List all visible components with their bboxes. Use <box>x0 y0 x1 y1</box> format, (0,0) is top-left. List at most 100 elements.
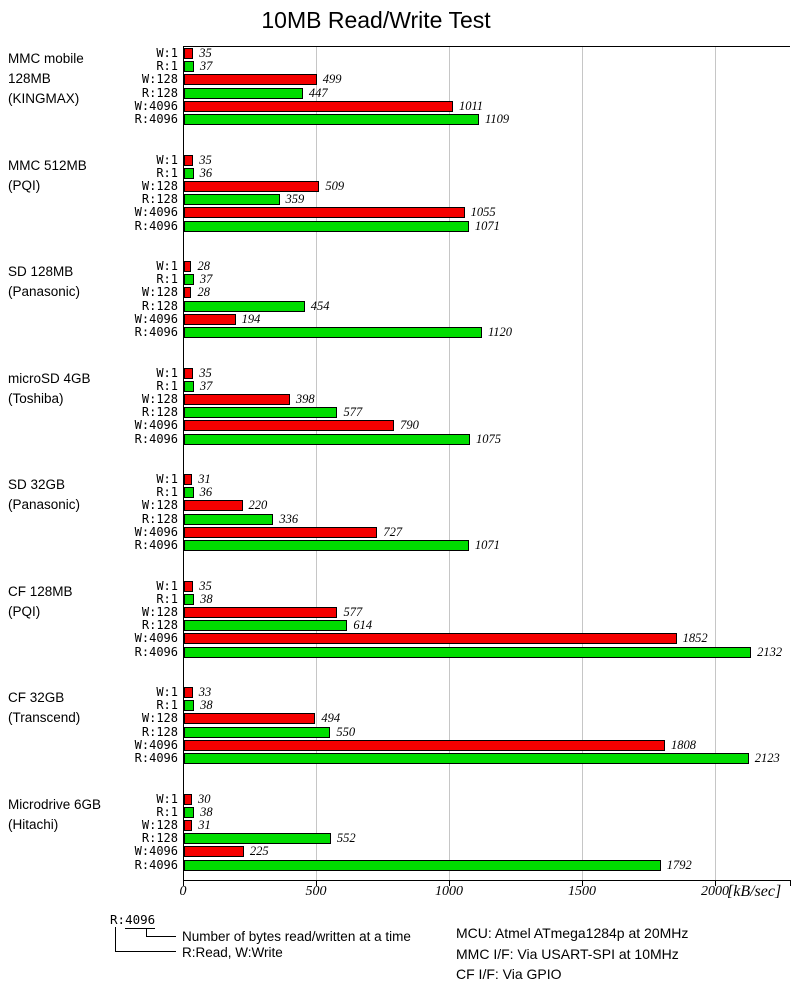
write-bar-W4096-g4 <box>184 526 378 538</box>
value-label-g4-r1: 36 <box>199 485 213 500</box>
x-tick-500 <box>316 881 317 886</box>
x-tick-1500 <box>582 881 584 886</box>
value-label-g1-r3: 359 <box>285 192 305 207</box>
write-bar-W4096-g1 <box>184 207 465 219</box>
value-label-g0-r4: 1011 <box>458 98 484 113</box>
group-name-3: microSD 4GB (Toshiba) <box>8 370 91 406</box>
write-bar-W128-g3 <box>184 393 290 405</box>
value-label-g2-r3: 454 <box>310 298 330 313</box>
read-bar-R128-g0 <box>184 87 303 99</box>
bar-label-W4096-g7: W:4096 <box>134 844 178 859</box>
read-bar-R1-g4 <box>184 487 194 499</box>
x-axis-line <box>183 880 791 881</box>
read-bar-R128-g4 <box>184 513 274 525</box>
legend-sample-size: 4096 <box>125 912 156 929</box>
value-label-g1-r0: 35 <box>199 152 212 167</box>
value-label-g7-r2: 31 <box>198 817 211 832</box>
write-bar-W1-g5 <box>184 580 194 592</box>
x-tick-label-0: 0 <box>179 884 187 899</box>
read-bar-R4096-g7 <box>184 859 661 871</box>
value-label-g3-r4: 790 <box>400 418 419 433</box>
bar-label-W128-g1: W:128 <box>141 178 178 193</box>
value-label-g6-r3: 550 <box>336 724 356 739</box>
bar-label-W1-g1: W:1 <box>156 152 178 167</box>
bar-label-W1-g3: W:1 <box>156 365 178 380</box>
read-bar-R4096-g0 <box>184 114 480 125</box>
bar-label-R128-g2: R:128 <box>141 298 178 313</box>
bar-label-W128-g2: W:128 <box>141 285 178 300</box>
bar-label-W4096-g2: W:4096 <box>134 311 178 326</box>
value-label-g1-r1: 36 <box>199 165 213 180</box>
x-tick-label-1000: 1000 <box>435 884 464 899</box>
bar-label-W128-g6: W:128 <box>141 711 178 726</box>
read-bar-R4096-g2 <box>184 327 482 338</box>
write-bar-W128-g6 <box>184 713 316 725</box>
read-bar-R1-g7 <box>184 806 195 818</box>
bar-label-W1-g0: W:1 <box>156 46 178 60</box>
value-label-g7-r1: 38 <box>200 804 213 819</box>
plot-top-border <box>183 46 790 47</box>
x-tick-end <box>790 881 791 886</box>
write-bar-W4096-g3 <box>184 420 395 432</box>
value-label-g6-r0: 33 <box>198 685 212 699</box>
group-name-2: SD 128MB (Panasonic) <box>8 264 81 299</box>
legend-sample-prefix: R: <box>110 912 126 927</box>
bar-label-W1-g7: W:1 <box>156 791 178 806</box>
bar-label-R1-g6: R:1 <box>156 698 178 713</box>
gridline-2000 <box>715 47 717 880</box>
write-bar-W1-g0 <box>184 48 194 59</box>
gridline-1000 <box>449 47 451 880</box>
bar-label-R4096-g5: R:4096 <box>134 644 178 659</box>
read-bar-R1-g1 <box>184 167 194 179</box>
write-bar-W4096-g2 <box>184 313 236 325</box>
read-bar-R128-g1 <box>184 194 280 206</box>
read-bar-R1-g6 <box>184 700 195 712</box>
group-name-7: Microdrive 6GB (Hitachi) <box>8 796 102 832</box>
value-label-g7-r4: 225 <box>249 844 269 859</box>
write-bar-W1-g6 <box>184 687 193 698</box>
note-mmc-interface: MMC I/F: Via USART-SPI at 10MHz <box>456 946 679 962</box>
read-bar-R1-g0 <box>184 61 194 73</box>
read-bar-R4096-g5 <box>184 646 752 658</box>
x-tick-0 <box>183 881 184 886</box>
value-label-g2-r1: 37 <box>199 272 213 287</box>
value-label-g2-r2: 28 <box>197 285 210 300</box>
value-label-g6-r1: 38 <box>200 698 213 713</box>
x-tick-label-1500: 1500 <box>568 884 597 899</box>
value-label-g4-r4: 727 <box>383 524 403 539</box>
write-bar-W128-g4 <box>184 500 243 512</box>
bar-label-R4096-g2: R:4096 <box>134 325 178 339</box>
bar-label-R1-g1: R:1 <box>156 165 178 180</box>
bar-label-W1-g2: W:1 <box>156 259 178 273</box>
bar-label-R128-g6: R:128 <box>141 724 178 739</box>
bar-label-R1-g7: R:1 <box>156 804 178 819</box>
value-label-g4-r0: 31 <box>198 472 211 486</box>
value-label-g0-r1: 37 <box>199 59 213 74</box>
write-bar-W4096-g0 <box>184 100 453 112</box>
bar-label-W1-g6: W:1 <box>156 685 178 699</box>
bar-label-R4096-g7: R:4096 <box>134 857 178 872</box>
write-bar-W4096-g6 <box>184 739 665 751</box>
write-bar-W1-g3 <box>184 367 194 379</box>
bar-label-R4096-g0: R:4096 <box>134 112 178 126</box>
bar-label-R128-g3: R:128 <box>141 405 178 420</box>
bar-label-W128-g0: W:128 <box>141 72 178 87</box>
value-label-g5-r5: 2132 <box>757 644 783 659</box>
write-bar-W1-g7 <box>184 793 192 805</box>
value-label-g0-r3: 447 <box>308 85 328 100</box>
bar-label-W4096-g4: W:4096 <box>134 524 178 539</box>
bar-label-R1-g4: R:1 <box>156 485 178 500</box>
x-tick-1000 <box>449 881 451 886</box>
read-bar-R4096-g4 <box>184 540 469 551</box>
bar-label-R4096-g1: R:4096 <box>134 218 178 233</box>
read-bar-R4096-g6 <box>184 753 749 764</box>
note-mcu: MCU: Atmel ATmega1284p at 20MHz <box>456 925 689 941</box>
bar-label-W128-g7: W:128 <box>141 817 178 832</box>
value-label-g2-r4: 194 <box>241 311 261 326</box>
group-name-5: CF 128MB (PQI) <box>8 583 73 619</box>
write-bar-W128-g5 <box>184 606 338 618</box>
x-tick-label-500: 500 <box>305 884 327 899</box>
value-label-g3-r2: 398 <box>295 391 315 406</box>
value-label-g0-r2: 499 <box>322 72 342 87</box>
